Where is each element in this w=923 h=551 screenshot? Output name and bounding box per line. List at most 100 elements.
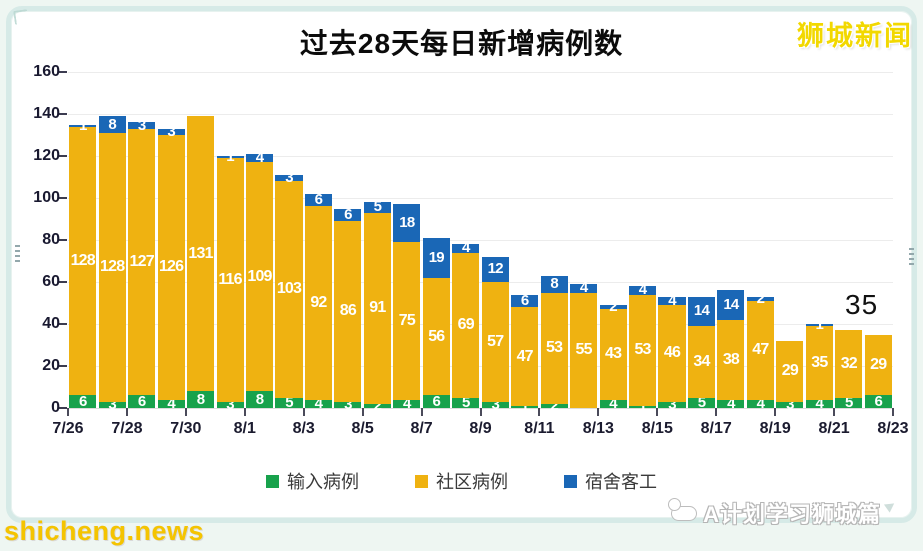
stacked-bar: 6 128 1 xyxy=(69,72,97,409)
legend-item: 输入病例 xyxy=(266,468,359,494)
bar-segment-community: 57 xyxy=(481,282,509,402)
bar-value-label: 35 xyxy=(811,354,828,372)
x-axis-label: 8/21 xyxy=(818,420,850,437)
gridline-140 xyxy=(68,113,893,115)
bar-segment-dormitory: 3 xyxy=(275,170,303,185)
bar-value-label: 128 xyxy=(100,258,125,276)
stacked-bar: 4 43 2 xyxy=(599,72,627,411)
y-axis-label: 0 xyxy=(51,399,60,416)
gridline-20 xyxy=(68,365,893,367)
y-axis-label: 40 xyxy=(42,315,60,332)
x-axis-label: 8/15 xyxy=(641,420,673,437)
x-axis-tick xyxy=(774,408,777,416)
bar-segment-imported: 8 xyxy=(245,391,274,408)
bar-segment-community: 55 xyxy=(570,292,598,408)
y-axis-tick xyxy=(59,323,67,325)
stacked-bar: 4 92 6 xyxy=(304,72,332,411)
legend: 输入病例 社区病例 宿舍客工 xyxy=(0,468,923,494)
bar-value-label: 56 xyxy=(428,327,445,345)
stacked-bar: 4 47 2 xyxy=(746,72,774,411)
bar-value-label: 53 xyxy=(634,341,651,359)
bar-segment-imported: 5 xyxy=(835,395,863,410)
x-axis-label: 8/7 xyxy=(410,420,433,437)
bar-segment-imported: 3 xyxy=(98,397,126,412)
bar-segment-dormitory: 3 xyxy=(157,124,185,139)
bar-segment-community: 116 xyxy=(216,158,244,402)
bar-segment-dormitory: 3 xyxy=(128,118,156,133)
bar-segment-dormitory: 1 xyxy=(69,118,97,133)
bar-segment-dormitory: 18 xyxy=(393,204,421,243)
bar-segment-community: 127 xyxy=(128,128,156,396)
y-axis-tick xyxy=(59,71,67,73)
bar-segment-dormitory: 4 xyxy=(629,283,657,298)
watermark-shicheng-news: shicheng.news xyxy=(4,516,205,546)
x-axis-tick xyxy=(243,408,246,416)
gridline-80 xyxy=(68,239,893,241)
bar-segment-imported: 2 xyxy=(363,398,391,413)
bar-segment-community: 128 xyxy=(69,126,97,396)
bar-value-label: 69 xyxy=(457,316,475,334)
bar-segment-dormitory: 14 xyxy=(717,290,745,320)
bar-segment-dormitory: 2 xyxy=(746,291,774,306)
bar-segment-imported: 3 xyxy=(658,397,686,412)
bar-value-label: 127 xyxy=(129,253,155,271)
bar-value-label: 19 xyxy=(428,249,445,267)
bar-segment-imported: 4 xyxy=(746,396,774,411)
legend-item: 宿舍客工 xyxy=(564,468,657,494)
bar-segment-imported: 4 xyxy=(157,396,185,411)
bar-segment-imported: 5 xyxy=(452,395,480,410)
y-axis-label: 140 xyxy=(33,105,60,122)
stacked-bar: 5 34 14 xyxy=(687,72,715,410)
bar-segment-dormitory: 4 xyxy=(658,293,686,308)
y-axis-label: 60 xyxy=(42,273,60,290)
bar-value-label: 43 xyxy=(604,345,622,363)
y-axis-label: 80 xyxy=(42,231,60,248)
x-axis-label: 7/26 xyxy=(52,420,84,437)
bar-value-label: 14 xyxy=(693,302,710,320)
bar-segment-community: 29 xyxy=(776,340,804,402)
bar-segment-imported: 6 xyxy=(422,394,450,409)
bar-segment-community: 131 xyxy=(187,116,215,392)
bar-segment-imported: 3 xyxy=(334,397,362,412)
bar-segment-dormitory: 4 xyxy=(570,280,598,295)
stacked-bar: 55 4 xyxy=(570,72,598,408)
bar-value-label: 12 xyxy=(487,260,504,278)
y-axis-tick xyxy=(59,281,67,283)
x-axis-label: 8/5 xyxy=(351,420,374,437)
bar-segment-community: 35 xyxy=(805,326,833,400)
x-axis-tick xyxy=(538,408,541,416)
bar-segment-imported: 6 xyxy=(864,394,892,409)
x-axis-tick xyxy=(479,408,482,416)
left-edge-dots-icon xyxy=(15,245,20,264)
bar-segment-imported: 8 xyxy=(187,391,215,408)
stacked-bar: 2 91 5 xyxy=(363,72,391,413)
stacked-bar: 6 29 xyxy=(864,72,892,409)
bar-value-label: 14 xyxy=(723,296,739,314)
y-axis-tick xyxy=(59,239,67,241)
bar-segment-imported: 6 xyxy=(128,394,156,409)
watermark-plan-a: A计划学习狮城篇 xyxy=(668,497,881,529)
chart-title: 过去28天每日新增病例数 xyxy=(299,28,624,59)
bar-value-label: 55 xyxy=(575,341,593,359)
bar-segment-dormitory: 6 xyxy=(304,192,332,207)
bar-segment-imported: 5 xyxy=(687,395,715,410)
bar-value-label: 75 xyxy=(398,312,416,330)
bar-segment-dormitory: 8 xyxy=(540,275,568,293)
bar-value-label: 5 xyxy=(373,198,382,216)
bar-value-label: 128 xyxy=(70,252,96,270)
bar-segment-dormitory: 1 xyxy=(805,317,833,332)
gridline-160 xyxy=(68,71,893,73)
bar-segment-imported: 1 xyxy=(511,399,539,414)
stacked-bar: 1 53 4 xyxy=(629,72,657,414)
stacked-bar: 6 127 3 xyxy=(128,72,156,409)
bar-segment-community: 128 xyxy=(98,132,126,402)
x-axis-label: 8/23 xyxy=(877,420,909,437)
legend-swatch xyxy=(266,474,279,488)
bar-segment-dormitory: 5 xyxy=(363,200,391,215)
gridline-40 xyxy=(68,323,893,325)
bar-value-label: 47 xyxy=(752,341,769,359)
stacked-bar: 4 38 14 xyxy=(717,72,745,411)
bar-segment-community: 75 xyxy=(393,242,421,400)
stacked-bar: 4 75 18 xyxy=(393,72,421,411)
